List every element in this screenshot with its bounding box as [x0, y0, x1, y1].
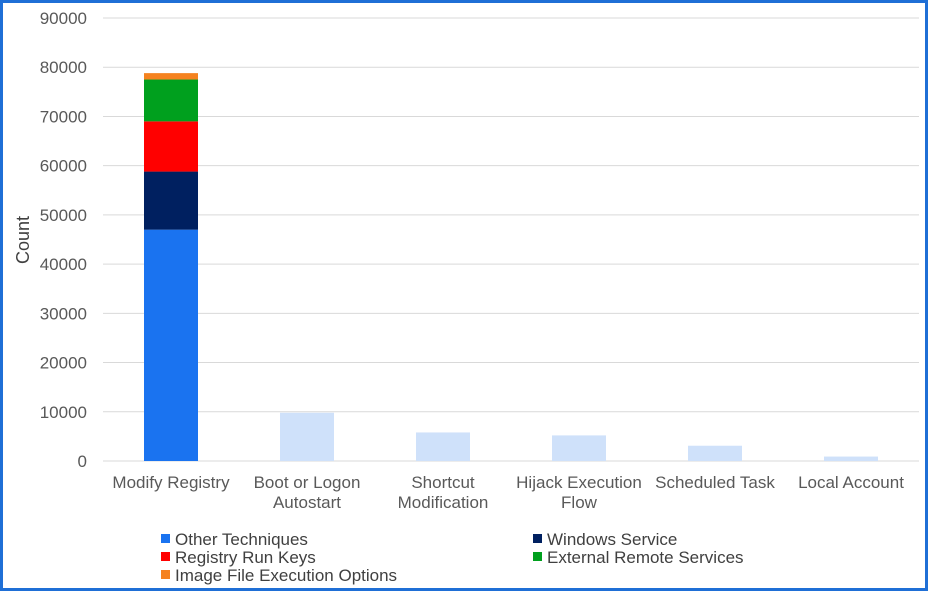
- legend-label: Windows Service: [547, 530, 677, 549]
- bar-segment: [144, 171, 198, 230]
- bar-segment: [280, 412, 334, 461]
- bar-segment: [416, 432, 470, 461]
- y-tick-label: 10000: [40, 403, 87, 422]
- bar-segment: [824, 456, 878, 461]
- y-tick-label: 50000: [40, 206, 87, 225]
- legend-item: Image File Execution Options: [161, 566, 397, 585]
- y-tick-label: 90000: [40, 9, 87, 28]
- legend-label: Other Techniques: [175, 530, 308, 549]
- bar-segment: [144, 73, 198, 80]
- y-tick-label: 60000: [40, 157, 87, 176]
- legend-swatch: [161, 534, 170, 543]
- y-tick-label: 40000: [40, 255, 87, 274]
- legend-item: Windows Service: [533, 530, 677, 549]
- gridlines: [103, 17, 919, 462]
- bar-segment: [144, 121, 198, 172]
- y-tick-label: 70000: [40, 107, 87, 126]
- x-axis-categories: Modify Registry Boot or Logon Autostart Sho…: [112, 473, 904, 512]
- bars: [144, 73, 878, 461]
- y-axis-title: Count: [13, 216, 33, 264]
- y-tick-label: 80000: [40, 58, 87, 77]
- legend-swatch: [161, 552, 170, 561]
- legend-swatch: [533, 534, 542, 543]
- legend-label: External Remote Services: [547, 548, 744, 567]
- x-category-label: Boot or Logon Autostart: [254, 473, 361, 512]
- legend-item: Registry Run Keys: [161, 548, 316, 567]
- y-axis-ticks: 0 10000 20000 30000 40000 50000 60000 70000 8000…: [40, 9, 87, 471]
- x-category-label: Local Account: [798, 473, 904, 492]
- bar-segment: [552, 435, 606, 461]
- x-category-label: Hijack Execution Flow: [516, 473, 642, 512]
- legend-label: Registry Run Keys: [175, 548, 316, 567]
- y-tick-label: 30000: [40, 304, 87, 323]
- legend-label: Image File Execution Options: [175, 566, 397, 585]
- legend-item: Other Techniques: [161, 530, 308, 549]
- legend-item: External Remote Services: [533, 548, 744, 567]
- x-category-label: Shortcut Modification: [398, 473, 489, 512]
- legend-swatch: [533, 552, 542, 561]
- stacked-bar-chart: 0 10000 20000 30000 40000 50000 60000 70000 8000…: [13, 9, 919, 585]
- y-tick-label: 0: [78, 452, 87, 471]
- legend-swatch: [161, 570, 170, 579]
- x-category-label: Scheduled Task: [655, 473, 775, 492]
- bar-segment: [688, 445, 742, 461]
- bar-segment: [144, 229, 198, 461]
- legend: Other Techniques Windows Service Registry …: [161, 530, 744, 585]
- y-tick-label: 20000: [40, 354, 87, 373]
- bar-segment: [144, 79, 198, 122]
- x-category-label: Modify Registry: [112, 473, 230, 492]
